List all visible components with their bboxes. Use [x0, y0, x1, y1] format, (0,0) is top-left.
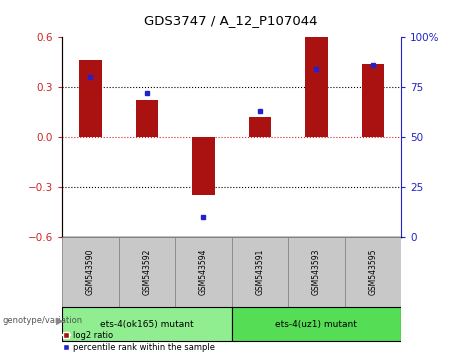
- Text: GSM543590: GSM543590: [86, 249, 95, 295]
- Text: GSM543591: GSM543591: [255, 249, 265, 295]
- FancyBboxPatch shape: [288, 236, 344, 307]
- FancyBboxPatch shape: [232, 236, 288, 307]
- FancyBboxPatch shape: [232, 307, 401, 341]
- Bar: [192, 137, 215, 195]
- Text: GDS3747 / A_12_P107044: GDS3747 / A_12_P107044: [144, 13, 317, 27]
- FancyBboxPatch shape: [175, 236, 231, 307]
- Bar: [79, 61, 102, 137]
- Text: ets-4(uz1) mutant: ets-4(uz1) mutant: [275, 320, 357, 329]
- Text: GSM543592: GSM543592: [142, 249, 152, 295]
- Text: GSM543595: GSM543595: [368, 249, 378, 295]
- FancyBboxPatch shape: [119, 236, 175, 307]
- FancyBboxPatch shape: [345, 236, 401, 307]
- Text: ▶: ▶: [56, 316, 64, 326]
- Text: ets-4(ok165) mutant: ets-4(ok165) mutant: [100, 320, 194, 329]
- FancyBboxPatch shape: [62, 307, 231, 341]
- Bar: [136, 100, 158, 137]
- Bar: [361, 64, 384, 137]
- Bar: [248, 117, 271, 137]
- Text: GSM543594: GSM543594: [199, 249, 208, 295]
- Text: genotype/variation: genotype/variation: [2, 316, 83, 325]
- Legend: log2 ratio, percentile rank within the sample: log2 ratio, percentile rank within the s…: [63, 331, 215, 352]
- FancyBboxPatch shape: [62, 236, 118, 307]
- Bar: [305, 37, 328, 137]
- Text: GSM543593: GSM543593: [312, 249, 321, 295]
